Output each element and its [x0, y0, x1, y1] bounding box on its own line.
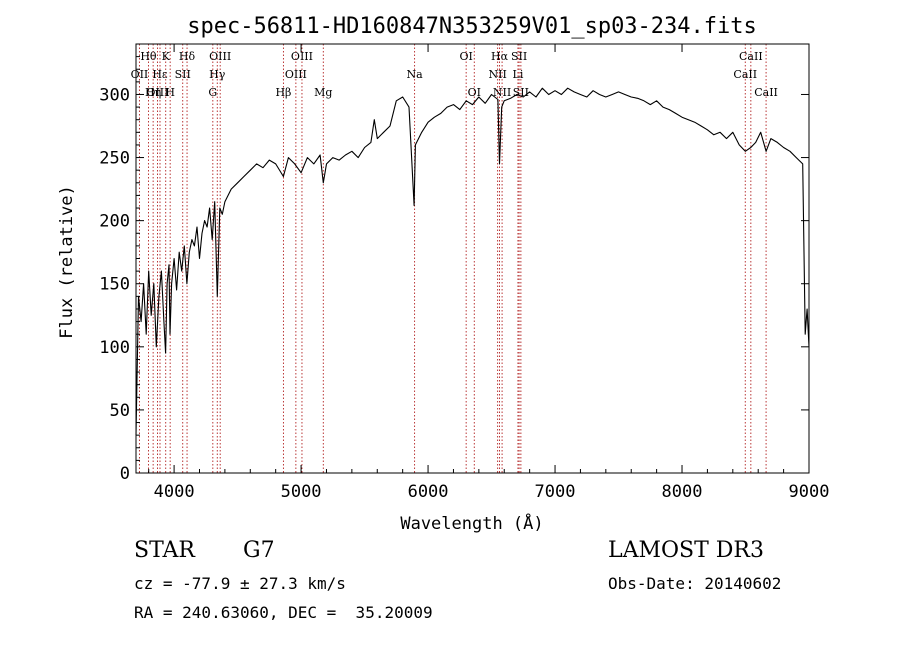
- emission-line-label: Li: [513, 68, 524, 81]
- emission-line-label: NII: [488, 68, 506, 81]
- emission-line-label: CaII: [733, 68, 757, 81]
- emission-line-label: G: [208, 86, 217, 99]
- emission-line-label: CaII: [754, 86, 778, 99]
- y-tick-label: 150: [99, 275, 130, 295]
- emission-line-label: Hδ: [179, 50, 196, 63]
- x-tick-label: 8000: [662, 482, 703, 502]
- emission-line-label: OIII: [291, 50, 313, 63]
- x-axis-ticks: 4000 5000 6000 7000 8000 9000: [148, 44, 830, 502]
- emission-line-label: Mg: [314, 86, 332, 99]
- emission-line-label: Hγ: [209, 68, 226, 81]
- x-tick-label: 9000: [789, 482, 830, 502]
- x-tick-label: 5000: [281, 482, 322, 502]
- emission-line-label: NII: [493, 86, 511, 99]
- y-tick-label: 300: [99, 85, 130, 105]
- emission-line-label: Hε: [152, 68, 168, 81]
- emission-line-label: Hα: [491, 50, 509, 63]
- y-tick-label: 50: [110, 401, 130, 421]
- coordinates: RA = 240.63060, DEC = 35.20009: [134, 603, 433, 622]
- emission-line-label: SII: [511, 50, 527, 63]
- emission-line-label: SII: [513, 86, 529, 99]
- observation-date: Obs-Date: 20140602: [608, 574, 782, 593]
- y-tick-label: 200: [99, 212, 130, 232]
- x-tick-label: 6000: [408, 482, 449, 502]
- emission-line-label: OIII: [209, 50, 231, 63]
- emission-line-label: CaII: [739, 50, 763, 63]
- emission-line-markers: [138, 44, 767, 473]
- emission-line-label: Hθ: [140, 50, 157, 63]
- spectrum-series-line: [135, 87, 810, 436]
- redshift-readout: cz = -77.9 ± 27.3 km/s: [134, 574, 346, 593]
- x-tick-label: 4000: [154, 482, 195, 502]
- emission-line-label: Hβ: [275, 86, 291, 99]
- y-tick-label: 100: [99, 338, 130, 358]
- x-axis-label: Wavelength (Å): [400, 512, 543, 534]
- object-type: STAR: [134, 538, 195, 563]
- plot-frame: [135, 43, 810, 474]
- y-tick-label: 0: [120, 464, 130, 484]
- x-tick-label: 7000: [535, 482, 576, 502]
- emission-line-label: OI: [459, 50, 472, 63]
- y-axis-ticks: 0 50 100 150 200 250 300: [99, 56, 809, 484]
- emission-line-label: OI: [468, 86, 481, 99]
- emission-line-label: OII: [131, 68, 149, 81]
- emission-line-label: OIII: [146, 86, 168, 99]
- y-axis-label: Flux (relative): [57, 185, 77, 339]
- emission-line-label: OIII: [285, 68, 307, 81]
- emission-line-label: Hη: [145, 86, 161, 99]
- emission-line-label: K: [162, 50, 171, 63]
- emission-line-label: SII: [175, 68, 191, 81]
- emission-line-label: H: [165, 86, 175, 99]
- spectral-subclass: G7: [243, 538, 275, 563]
- survey-name: LAMOST DR3: [608, 538, 764, 563]
- emission-line-label: Na: [407, 68, 424, 81]
- chart-title: spec-56811-HD160847N353259V01_sp03-234.f…: [187, 14, 757, 39]
- y-tick-label: 250: [99, 149, 130, 169]
